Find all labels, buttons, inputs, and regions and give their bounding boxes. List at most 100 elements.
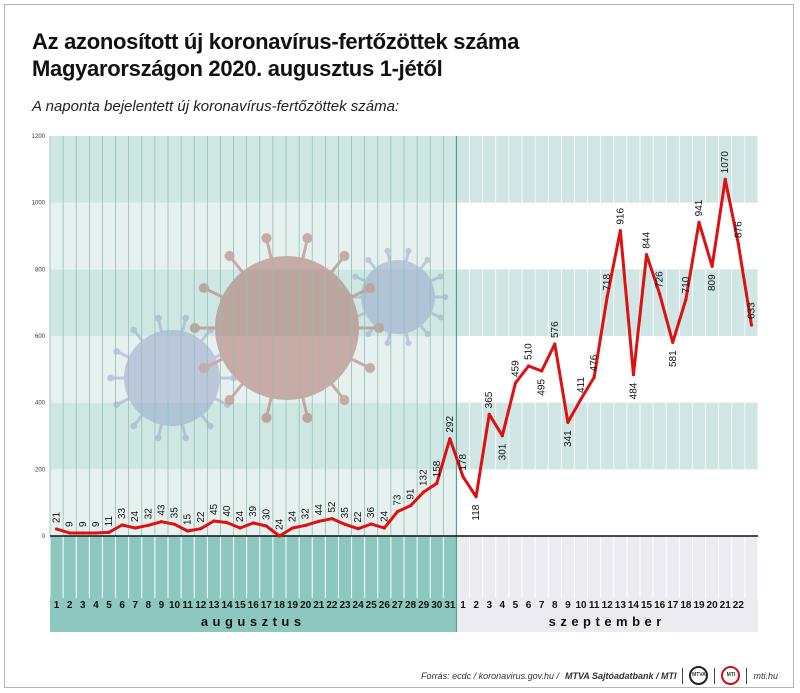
data-point (120, 523, 124, 527)
y-tick-label: 600 (35, 334, 46, 340)
virus-spike-tip (424, 256, 431, 263)
x-tick-label: 13 (208, 600, 220, 611)
data-label: 301 (497, 443, 508, 460)
x-tick-label: 17 (667, 600, 679, 611)
data-point (277, 534, 282, 538)
virus-spike-tip (302, 233, 313, 244)
data-point (225, 521, 229, 525)
virus-spike-tip (339, 395, 350, 406)
data-label: 35 (340, 507, 351, 519)
august-base-area (50, 536, 457, 632)
data-label: 365 (484, 391, 495, 408)
data-point (474, 495, 478, 499)
data-label: 32 (143, 508, 154, 520)
data-label: 24 (288, 510, 299, 522)
data-label: 11 (104, 516, 115, 527)
chart-frame (4, 4, 794, 688)
chart-title: Az azonosított új koronavírus-fertőzötte… (32, 28, 519, 82)
data-label: 158 (432, 460, 443, 477)
data-point (238, 526, 242, 530)
data-label: 718 (602, 274, 613, 291)
x-tick-label: 8 (552, 600, 558, 611)
virus-spike-tip (130, 326, 138, 334)
data-label: 876 (733, 221, 744, 238)
x-tick-label: 9 (159, 600, 165, 611)
virus-blue-right (347, 247, 449, 347)
virus-spike-tip (364, 282, 376, 294)
x-tick-label: 7 (539, 600, 545, 611)
virus-spike-tip (365, 331, 372, 338)
data-label: 39 (248, 505, 259, 517)
data-label: 9 (65, 521, 76, 527)
x-tick-label: 11 (589, 600, 600, 611)
x-tick-label: 1 (54, 600, 60, 611)
x-tick-label: 11 (182, 600, 193, 611)
x-tick-label: 13 (615, 600, 627, 611)
month-label-september: szeptember (549, 614, 666, 629)
data-label: 178 (458, 454, 469, 471)
virus-spike-tip (261, 412, 272, 423)
data-label: 30 (261, 508, 272, 520)
band-august (50, 136, 457, 203)
data-label: 411 (576, 377, 587, 393)
data-point (186, 529, 190, 533)
data-label: 132 (419, 469, 430, 486)
site-link[interactable]: mti.hu (753, 670, 778, 681)
virus-spike-tip (302, 412, 313, 423)
virus-illustration (107, 233, 449, 442)
data-label: 581 (668, 350, 679, 367)
virus-body (124, 330, 220, 426)
x-tick-label: 15 (641, 600, 653, 611)
data-label: 45 (209, 503, 220, 515)
data-label: 36 (366, 506, 377, 518)
data-point (212, 519, 216, 523)
footer-divider (746, 667, 748, 684)
data-point (356, 527, 360, 531)
data-label: 73 (392, 494, 403, 506)
data-label: 916 (615, 208, 626, 225)
data-point (54, 527, 59, 531)
x-tick-label: 18 (274, 600, 286, 611)
data-label: 1070 (720, 151, 731, 174)
data-point (395, 510, 400, 514)
data-label: 43 (156, 504, 167, 516)
data-label: 9 (78, 521, 89, 527)
data-label: 844 (642, 232, 653, 249)
x-tick-label: 30 (431, 600, 443, 611)
data-point (723, 177, 727, 181)
band-august (50, 402, 457, 470)
x-tick-label: 20 (707, 600, 719, 611)
virus-spike-tip (405, 247, 412, 254)
virus-spike-tip (206, 422, 214, 430)
data-point (422, 490, 426, 494)
data-point (736, 242, 740, 246)
x-tick-label: 19 (287, 600, 299, 611)
x-tick-label: 19 (693, 600, 705, 611)
y-tick-label: 1000 (32, 201, 46, 207)
x-tick-label: 9 (565, 600, 571, 611)
x-tick-label: 1 (460, 600, 466, 611)
x-tick-label: 5 (106, 600, 112, 611)
y-tick-label: 200 (35, 467, 46, 473)
data-point (448, 437, 452, 441)
footer: Forrás: ecdc / koronavirus.gov.hu / MTVA… (421, 666, 778, 685)
x-tick-label: 21 (313, 600, 325, 611)
data-point (94, 531, 98, 535)
y-tick-label: 0 (42, 534, 46, 540)
data-label: 341 (563, 430, 574, 447)
virus-spike-tip (374, 322, 385, 334)
virus-spike-tip (154, 434, 162, 442)
data-point (618, 229, 622, 233)
data-label: 22 (353, 511, 364, 523)
x-tick-label: 7 (132, 600, 138, 611)
x-tick-label: 5 (513, 600, 519, 611)
virus-spike-tip (224, 395, 235, 406)
source-text: Forrás: ecdc / koronavirus.gov.hu / (421, 670, 559, 681)
virus-body (361, 260, 435, 334)
data-point (671, 340, 675, 344)
virus-spike-tip (154, 314, 162, 322)
x-tick-label: 2 (67, 600, 73, 611)
data-label: 459 (510, 360, 521, 377)
x-tick-label: 8 (146, 600, 152, 611)
x-tick-label: 20 (300, 600, 312, 611)
